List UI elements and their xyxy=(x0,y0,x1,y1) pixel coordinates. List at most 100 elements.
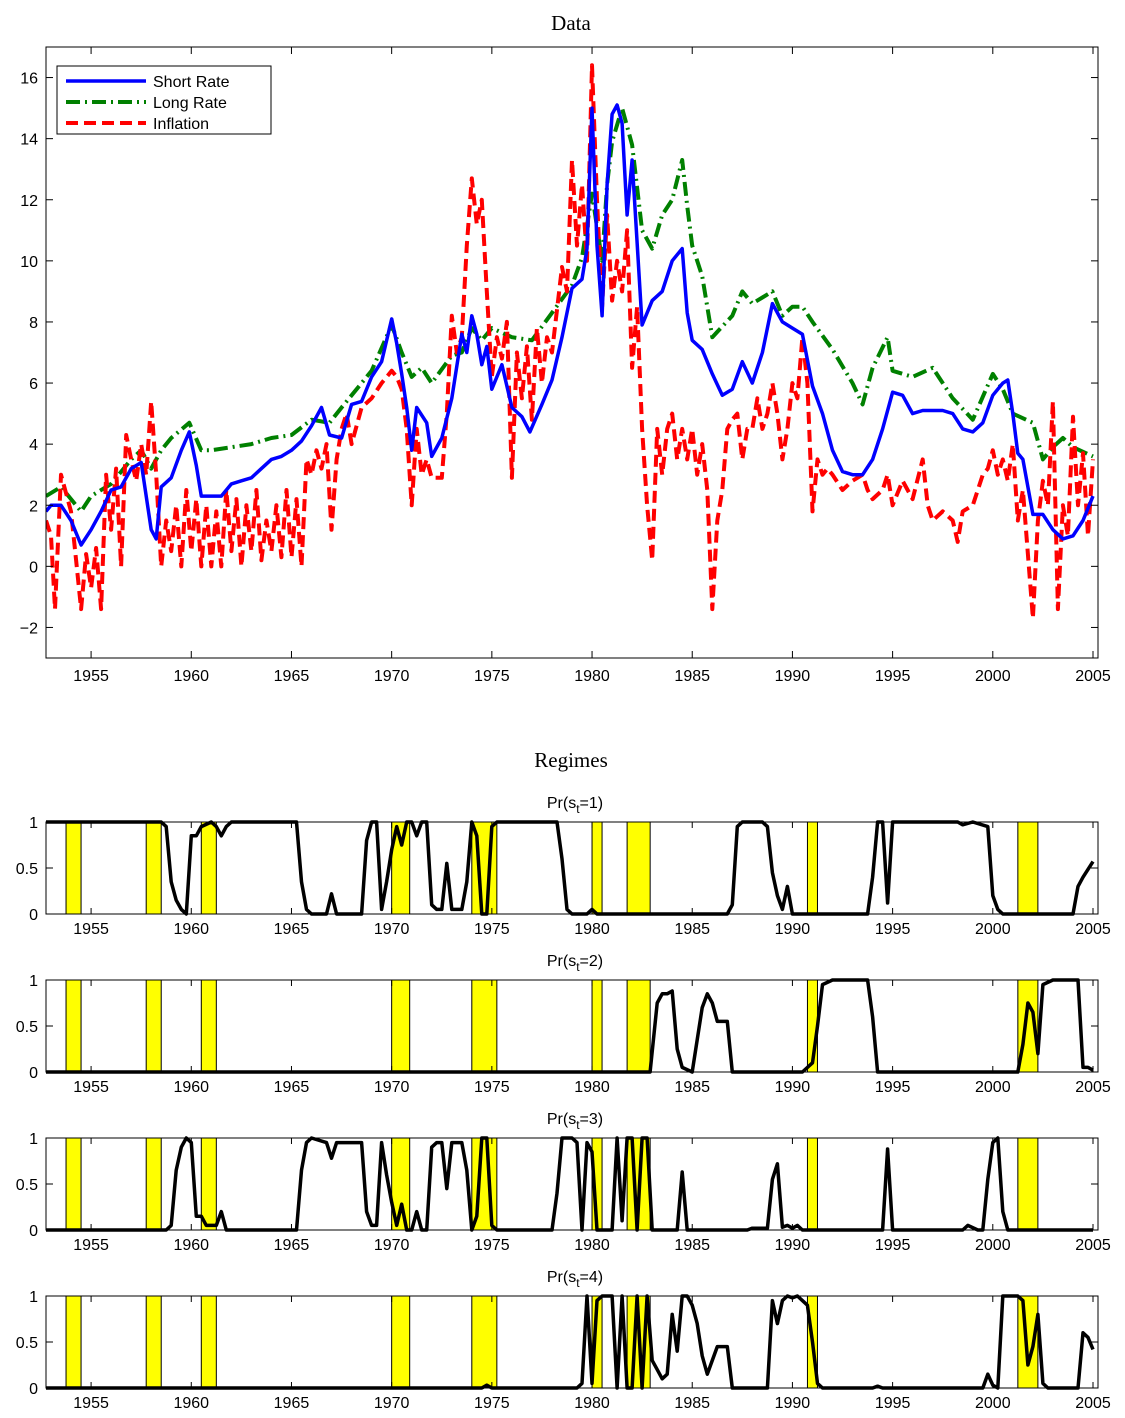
y-tick-label: 0.5 xyxy=(16,861,38,878)
regime-panel-title: Pr(st=4) xyxy=(547,1269,603,1290)
x-tick-label: 1985 xyxy=(674,1079,710,1096)
x-tick-label: 1990 xyxy=(775,1079,811,1096)
regime-title-main: Pr(s xyxy=(547,1111,576,1128)
recession-shade xyxy=(145,1295,162,1389)
x-tick-label: 1980 xyxy=(574,668,610,685)
recession-shade xyxy=(200,1137,217,1231)
y-tick-label: −2 xyxy=(20,620,38,637)
x-tick-label: 1995 xyxy=(875,1395,911,1412)
x-tick-label: 2000 xyxy=(975,1395,1011,1412)
regime-title-main: Pr(s xyxy=(547,1269,576,1286)
x-tick-label: 1995 xyxy=(875,921,911,938)
y-tick-label: 0 xyxy=(29,1223,38,1240)
regime-panel-title: Pr(st=2) xyxy=(547,953,603,974)
recession-shade xyxy=(1017,1137,1039,1231)
x-tick-label: 1955 xyxy=(73,1079,109,1096)
regime-title-tail: =3) xyxy=(580,1111,604,1128)
regime-plot-area xyxy=(46,1296,1098,1388)
x-tick-label: 1975 xyxy=(474,1079,510,1096)
y-tick-label: 6 xyxy=(29,376,38,393)
recession-shade xyxy=(806,821,818,915)
recession-shade xyxy=(65,1295,82,1389)
recession-shade xyxy=(591,821,603,915)
recession-shade xyxy=(145,1137,162,1231)
regime-plot-area xyxy=(46,980,1098,1072)
x-tick-label: 1975 xyxy=(474,1395,510,1412)
x-tick-label: 1960 xyxy=(173,668,209,685)
x-tick-label: 1960 xyxy=(173,1395,209,1412)
x-tick-label: 1970 xyxy=(374,921,410,938)
y-tick-label: 14 xyxy=(20,132,38,149)
x-tick-label: 2000 xyxy=(975,1079,1011,1096)
recession-shade xyxy=(200,1295,217,1389)
regime-title-main: Pr(s xyxy=(547,795,576,812)
y-tick-label: 0.5 xyxy=(16,1177,38,1194)
x-tick-label: 2005 xyxy=(1075,1395,1111,1412)
top-chart-title: Data xyxy=(551,11,591,35)
x-tick-label: 1975 xyxy=(474,921,510,938)
y-tick-label: 0 xyxy=(29,1065,38,1082)
recession-shade xyxy=(626,979,651,1073)
x-tick-label: 1965 xyxy=(274,1079,310,1096)
x-tick-label: 1970 xyxy=(374,1237,410,1254)
y-tick-label: 8 xyxy=(29,315,38,332)
recession-shade xyxy=(626,821,651,915)
x-tick-label: 1975 xyxy=(474,668,510,685)
y-tick-label: 1 xyxy=(29,815,38,832)
regime-panel-title: Pr(st=3) xyxy=(547,1111,603,1132)
recession-shade xyxy=(145,979,162,1073)
x-tick-label: 2005 xyxy=(1075,668,1111,685)
recession-shade xyxy=(471,1295,498,1389)
y-tick-label: 10 xyxy=(20,254,38,271)
y-tick-label: 0 xyxy=(29,559,38,576)
recession-shade xyxy=(471,979,498,1073)
y-tick-label: 0 xyxy=(29,1381,38,1398)
recession-shade xyxy=(65,821,82,915)
regime-title-tail: =4) xyxy=(580,1269,604,1286)
y-tick-label: 1 xyxy=(29,1289,38,1306)
x-tick-label: 1980 xyxy=(574,1079,610,1096)
x-tick-label: 1960 xyxy=(173,1079,209,1096)
x-tick-label: 1960 xyxy=(173,1237,209,1254)
x-tick-label: 2000 xyxy=(975,921,1011,938)
series-line-inflation xyxy=(46,63,1095,621)
legend: Short Rate Long Rate Inflation xyxy=(56,65,272,135)
x-tick-label: 1960 xyxy=(173,921,209,938)
y-tick-label: 12 xyxy=(20,193,38,210)
recession-shade xyxy=(200,979,217,1073)
regime-title-subscript: t xyxy=(576,1118,580,1132)
x-tick-label: 1965 xyxy=(274,1237,310,1254)
legend-label: Short Rate xyxy=(153,74,230,91)
x-tick-label: 1985 xyxy=(674,1237,710,1254)
x-tick-label: 1995 xyxy=(875,1237,911,1254)
regime-panel-1: 0 0.5 1 1955 1960 1965 1970 1975 1980 1985 1990 199… xyxy=(16,795,1111,938)
x-tick-label: 1990 xyxy=(775,1395,811,1412)
x-tick-label: 1985 xyxy=(674,1395,710,1412)
x-tick-label: 1980 xyxy=(574,1237,610,1254)
x-tick-label: 1975 xyxy=(474,1237,510,1254)
x-tick-label: 1990 xyxy=(775,1237,811,1254)
recession-shade xyxy=(65,1137,82,1231)
x-tick-label: 1965 xyxy=(274,921,310,938)
legend-label: Inflation xyxy=(153,116,209,133)
regime-title-tail: =1) xyxy=(580,795,604,812)
regime-panel-2: 0 0.5 1 1955 1960 1965 1970 1975 1980 1985 1990 199… xyxy=(16,953,1111,1096)
x-tick-label: 1980 xyxy=(574,1395,610,1412)
x-tick-label: 2005 xyxy=(1075,921,1111,938)
x-tick-label: 1955 xyxy=(73,1237,109,1254)
x-tick-label: 1985 xyxy=(674,921,710,938)
x-tick-label: 2005 xyxy=(1075,1079,1111,1096)
series-line-short-rate xyxy=(46,103,1095,547)
x-tick-label: 2000 xyxy=(975,1237,1011,1254)
recession-shade xyxy=(591,979,603,1073)
main-plot-frame xyxy=(45,46,1099,659)
recession-shade xyxy=(806,1137,818,1231)
x-tick-label: 1955 xyxy=(73,1395,109,1412)
x-tick-label: 1980 xyxy=(574,921,610,938)
regimes-section-title: Regimes xyxy=(534,748,608,772)
recession-shade xyxy=(145,821,162,915)
x-tick-label: 1995 xyxy=(875,668,911,685)
regime-title-subscript: t xyxy=(576,960,580,974)
regime-charts: 0 0.5 1 1955 1960 1965 1970 1975 1980 1985 1990 199… xyxy=(16,795,1111,1412)
regime-title-tail: =2) xyxy=(580,953,604,970)
